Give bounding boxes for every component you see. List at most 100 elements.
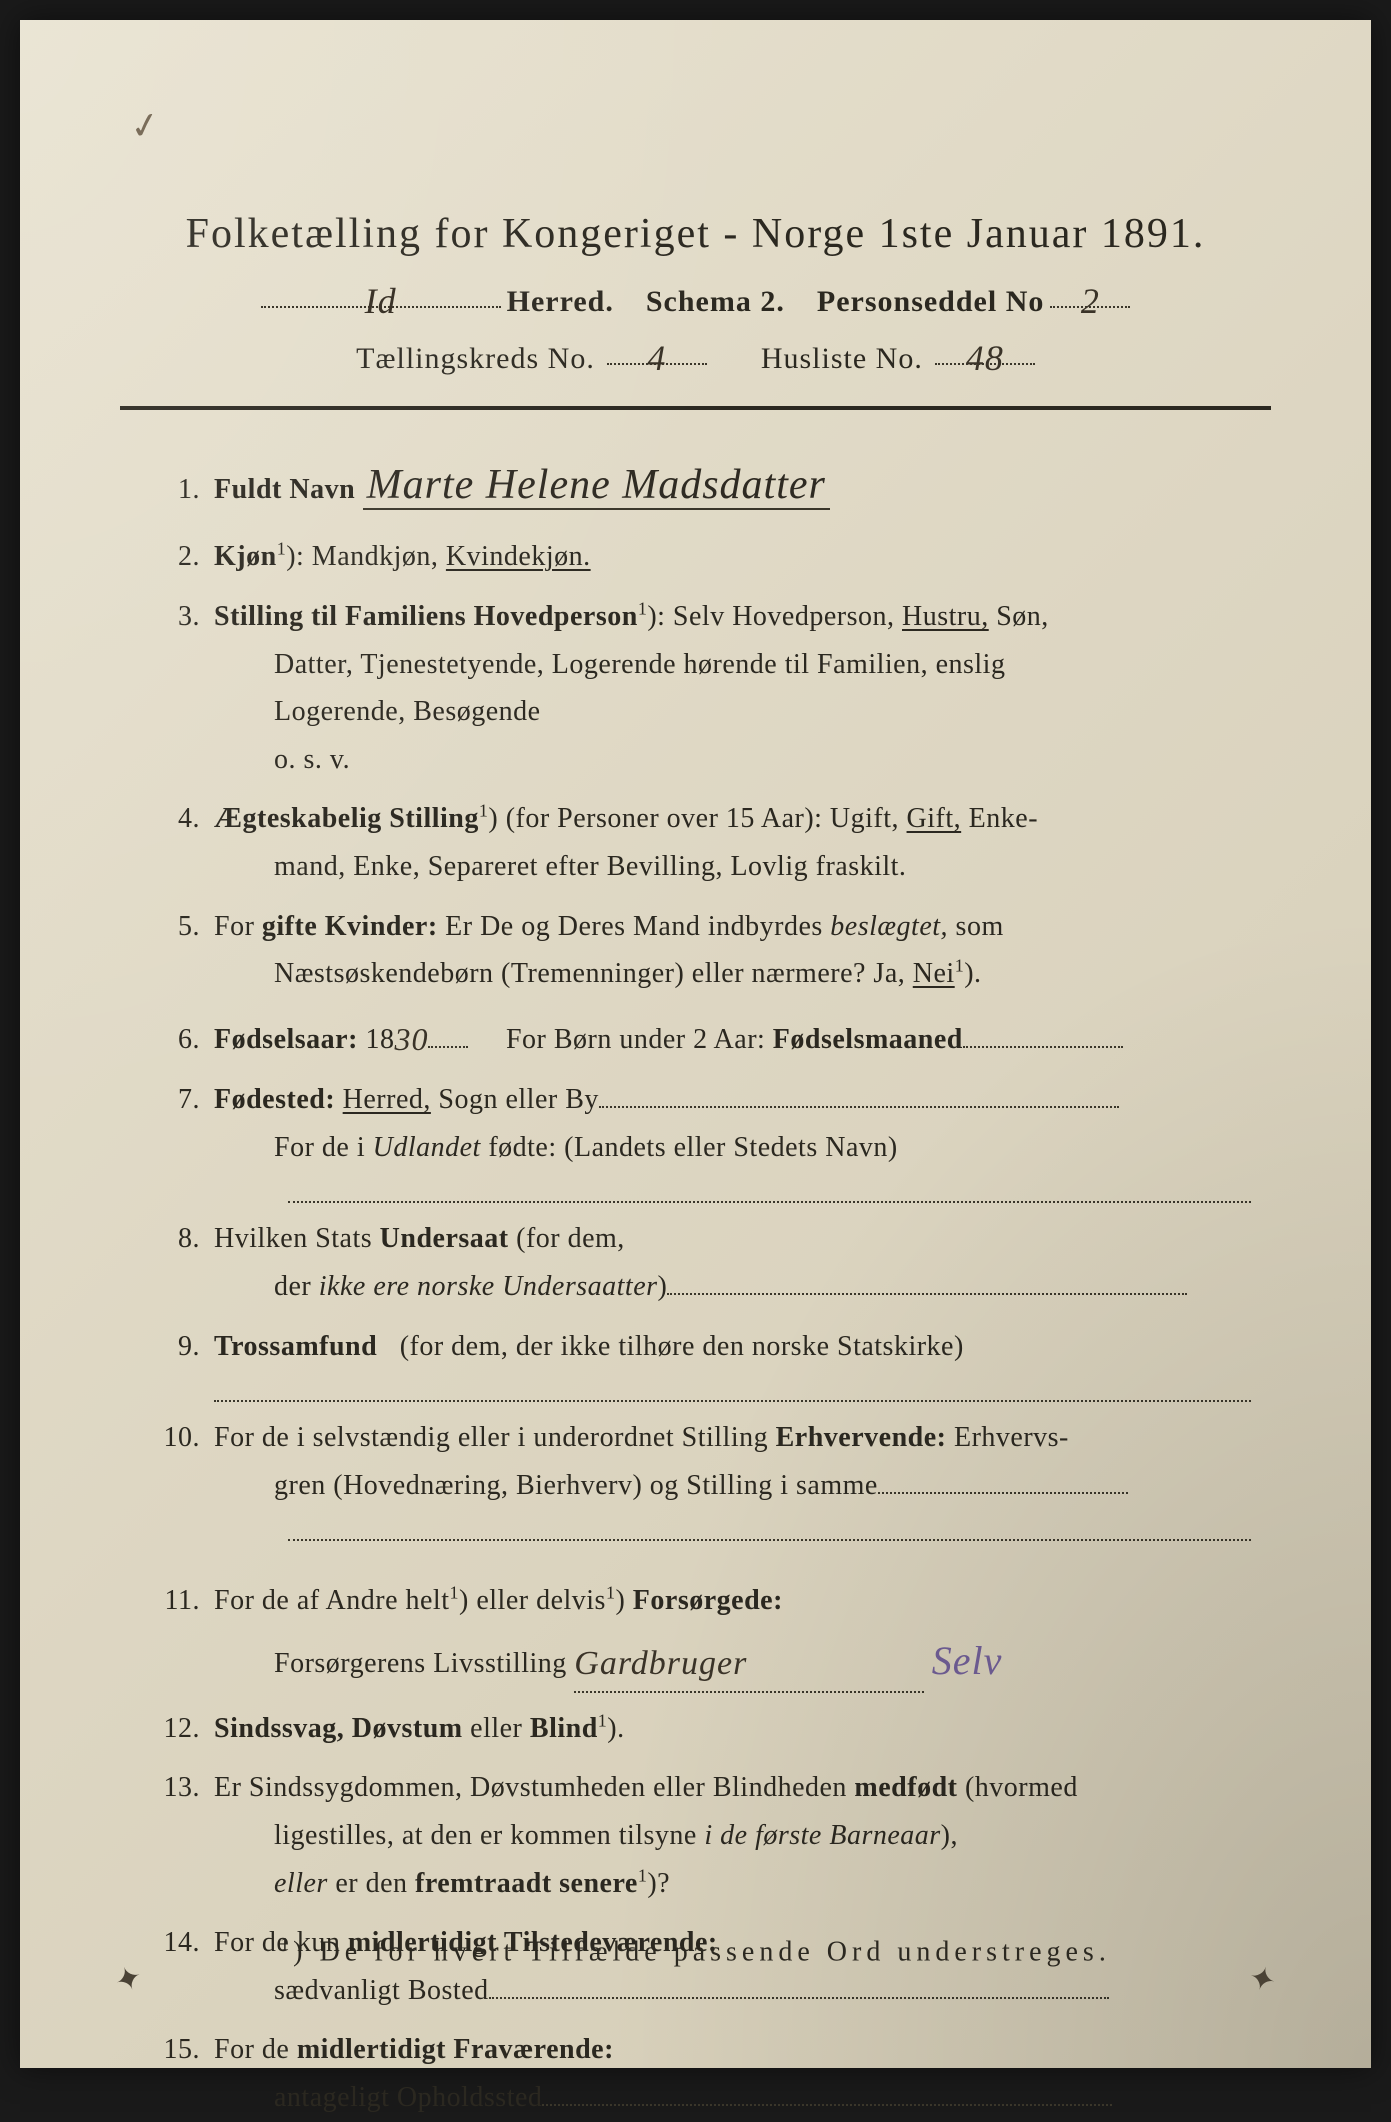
q12-sup: 1 bbox=[598, 1711, 608, 1731]
kreds-blank: 4 bbox=[607, 335, 707, 365]
q6-label2: Fødselsmaaned bbox=[773, 1024, 963, 1055]
q5-label-b: gifte Kvinder: bbox=[262, 911, 438, 942]
husliste-label: Husliste No. bbox=[761, 342, 923, 376]
husliste-blank: 48 bbox=[935, 335, 1035, 365]
q15-row: 15. For de midlertidigt Fraværende: anta… bbox=[140, 2026, 1251, 2121]
q10-line1c: Erhvervs- bbox=[954, 1422, 1069, 1453]
footnote-sup: 1 bbox=[280, 1934, 293, 1954]
q13-line1c: (hvormed bbox=[965, 1772, 1078, 1803]
q5-sup: 1 bbox=[955, 956, 965, 976]
q6-text2: For Børn under 2 Aar: bbox=[506, 1024, 765, 1055]
q7-line2b: Udlandet bbox=[373, 1132, 481, 1163]
q9-row: 9. Trossamfund (for dem, der ikke tilhør… bbox=[140, 1323, 1251, 1403]
q3-num: 3. bbox=[140, 593, 200, 641]
q9-dots-full bbox=[214, 1374, 1251, 1402]
q8-num: 8. bbox=[140, 1215, 200, 1263]
herred-blank: Id bbox=[261, 278, 501, 308]
q11-sup1: 1 bbox=[450, 1583, 460, 1603]
q6-row: 6. Fødselsaar: 1830 For Børn under 2 Aar… bbox=[140, 1010, 1251, 1064]
q3-line1b: Hustru, bbox=[902, 601, 989, 632]
q3-line4: o. s. v. bbox=[274, 736, 350, 784]
check-mark: ✓ bbox=[127, 103, 164, 150]
q13-num: 13. bbox=[140, 1764, 200, 1812]
schema-label: Schema 2. bbox=[646, 285, 785, 319]
q6-dots bbox=[428, 1046, 468, 1048]
q7-row: 7. Fødested: Herred, Sogn eller By For d… bbox=[140, 1076, 1251, 1203]
q4-row: 4. Ægteskabelig Stilling1) (for Personer… bbox=[140, 795, 1251, 890]
q4-line2: mand, Enke, Separeret efter Bevilling, L… bbox=[274, 843, 906, 891]
q2-content: Kjøn1): Mandkjøn, Kvindekjøn. bbox=[214, 533, 1251, 581]
q8-line1b: Undersaat bbox=[380, 1223, 509, 1254]
footnote: 1) De for hvert Tilfælde passende Ord un… bbox=[20, 1934, 1371, 1968]
q5-line1c: som bbox=[956, 911, 1004, 942]
q13-line3c: fremtraadt senere bbox=[415, 1868, 638, 1899]
q3-row: 3. Stilling til Familiens Hovedperson1):… bbox=[140, 593, 1251, 783]
q3-line1c: Søn, bbox=[996, 601, 1049, 632]
q3-line1a: Selv Hovedperson, bbox=[673, 601, 895, 632]
q7-dots bbox=[599, 1106, 1119, 1108]
form-header: Folketælling for Kongeriget - Norge 1ste… bbox=[120, 210, 1271, 376]
q5-line2c: ). bbox=[964, 958, 981, 989]
q1-value: Marte Helene Madsdatter bbox=[363, 462, 830, 510]
q4-sup: 1 bbox=[479, 801, 489, 821]
q5-label-a: For bbox=[214, 911, 254, 942]
q12-text-b: ). bbox=[607, 1713, 624, 1744]
q6-dots2 bbox=[963, 1046, 1123, 1048]
q11-line1a: For de af Andre helt bbox=[214, 1585, 450, 1616]
q11-sup2: 1 bbox=[606, 1583, 616, 1603]
q11-row: 11. For de af Andre helt1) eller delvis1… bbox=[140, 1577, 1251, 1693]
q12-row: 12. Sindssvag, Døvstum eller Blind1). bbox=[140, 1705, 1251, 1753]
q2-label: Kjøn bbox=[214, 541, 277, 572]
q3-label: Stilling til Familiens Hovedperson bbox=[214, 601, 638, 632]
q11-value-a: Gardbruger bbox=[574, 1645, 747, 1682]
q15-line1b: midlertidigt Fraværende: bbox=[297, 2034, 614, 2065]
kreds-value: 4 bbox=[647, 338, 666, 378]
q2-row: 2. Kjøn1): Mandkjøn, Kvindekjøn. bbox=[140, 533, 1251, 581]
q8-dots bbox=[667, 1293, 1187, 1295]
q13-line2c: ), bbox=[941, 1820, 958, 1851]
q8-line1c: (for dem, bbox=[516, 1223, 625, 1254]
q11-content: For de af Andre helt1) eller delvis1) Fo… bbox=[214, 1577, 1251, 1693]
q6-content: Fødselsaar: 1830 For Børn under 2 Aar: F… bbox=[214, 1010, 1251, 1064]
q5-line2a: Næstsøskendebørn (Tremenninger) eller næ… bbox=[274, 958, 905, 989]
q6-prefix: 18 bbox=[365, 1024, 394, 1055]
q11-num: 11. bbox=[140, 1577, 200, 1625]
q12-text-a: eller bbox=[470, 1713, 522, 1744]
husliste-value: 48 bbox=[966, 338, 1004, 378]
q13-line3b: er den bbox=[335, 1868, 407, 1899]
subtitle-row-2: Tællingskreds No. 4 Husliste No. 48 bbox=[120, 335, 1271, 376]
personseddel-value: 2 bbox=[1081, 281, 1100, 321]
q11-line2-label: Forsørgerens Livsstilling bbox=[274, 1648, 567, 1679]
q3-sup: 1 bbox=[638, 599, 648, 619]
q11-line1b: eller delvis bbox=[476, 1585, 606, 1616]
q4-line1b: Gift, bbox=[907, 803, 962, 834]
q11-line1c: Forsørgede: bbox=[633, 1585, 783, 1616]
q12-label-b: Blind bbox=[530, 1713, 598, 1744]
q8-row: 8. Hvilken Stats Undersaat (for dem, der… bbox=[140, 1215, 1251, 1310]
q4-num: 4. bbox=[140, 795, 200, 843]
q7-content: Fødested: Herred, Sogn eller By For de i… bbox=[214, 1076, 1251, 1203]
personseddel-blank: 2 bbox=[1050, 278, 1130, 308]
q5-content: For gifte Kvinder: Er De og Deres Mand i… bbox=[214, 903, 1251, 998]
q5-row: 5. For gifte Kvinder: Er De og Deres Man… bbox=[140, 903, 1251, 998]
q10-row: 10. For de i selvstændig eller i underor… bbox=[140, 1414, 1251, 1541]
q4-line1a: (for Personer over 15 Aar): Ugift, bbox=[506, 803, 899, 834]
q3-content: Stilling til Familiens Hovedperson1): Se… bbox=[214, 593, 1251, 783]
q1-content: Fuldt Navn Marte Helene Madsdatter bbox=[214, 450, 1251, 521]
q13-line1b: medfødt bbox=[854, 1772, 957, 1803]
footnote-text: ) De for hvert Tilfælde passende Ord und… bbox=[293, 1936, 1111, 1967]
q12-content: Sindssvag, Døvstum eller Blind1). bbox=[214, 1705, 1251, 1753]
q2-text-b: Kvindekjøn. bbox=[446, 541, 591, 572]
q13-line2a: ligestilles, at den er kommen tilsyne bbox=[274, 1820, 697, 1851]
q1-row: 1. Fuldt Navn Marte Helene Madsdatter bbox=[140, 450, 1251, 521]
q14-dots bbox=[489, 1997, 1109, 1999]
q7-line2c: fødte: (Landets eller Stedets Navn) bbox=[488, 1132, 897, 1163]
herred-value: Id bbox=[365, 281, 397, 321]
q1-num: 1. bbox=[140, 466, 200, 514]
q13-line3d: ? bbox=[657, 1868, 670, 1899]
q7-label: Fødested: bbox=[214, 1084, 335, 1115]
q7-line2a: For de i bbox=[274, 1132, 365, 1163]
q4-line1c: Enke- bbox=[969, 803, 1038, 834]
q5-line2b: Nei bbox=[913, 958, 955, 989]
q8-line2b: ikke ere norske Undersaatter bbox=[319, 1271, 658, 1302]
